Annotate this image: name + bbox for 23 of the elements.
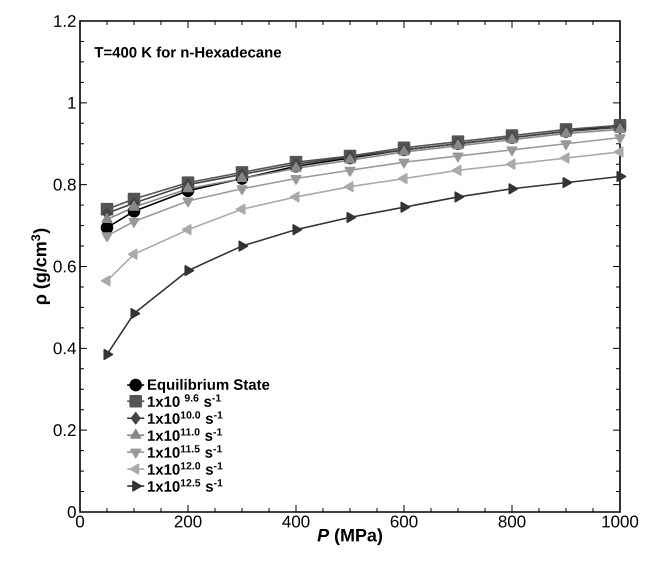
y-tick-label: 0 [68, 506, 76, 518]
y-tick-label: 1 [68, 97, 76, 109]
y-tick-label: 0.4 [54, 342, 76, 354]
x-tick-label: 200 [174, 516, 202, 528]
legend-label: 1x10$^{12.5}$ s$^{-1}$ [148, 479, 223, 492]
legend-label: 1x10$^{11.5}$ s$^{-1}$ [148, 445, 222, 458]
x-tick-label: 400 [282, 516, 310, 528]
legend-label: 1x10$^{12.0}$ s$^{-1}$ [148, 462, 223, 475]
y-axis-title: ρ (g/cm$^{3}$) [31, 228, 50, 304]
x-tick-label: 1000 [602, 516, 638, 528]
x-tick-label: 800 [498, 516, 526, 528]
y-tick-label: 0.8 [54, 178, 76, 191]
annotation: T=400 K for n-Hexadecane [94, 46, 282, 58]
legend-label: 1x10$^{10.0}$ s$^{-1}$ [148, 411, 223, 424]
y-tick-label: 0.6 [54, 260, 76, 272]
legend-label: 1x10$^{11.0}$ s$^{-1}$ [148, 428, 222, 441]
x-tick-label: 0 [76, 516, 84, 528]
y-tick-label: 1.2 [54, 15, 76, 27]
y-tick-label: 0.2 [54, 424, 76, 436]
legend-label: Equilibrium State [148, 378, 270, 393]
x-tick-label: 600 [390, 516, 418, 528]
x-axis-title: P (MPa) [317, 528, 382, 546]
legend-label: 1x10 $^{9.6}$ s$^{-1}$ [148, 394, 221, 407]
